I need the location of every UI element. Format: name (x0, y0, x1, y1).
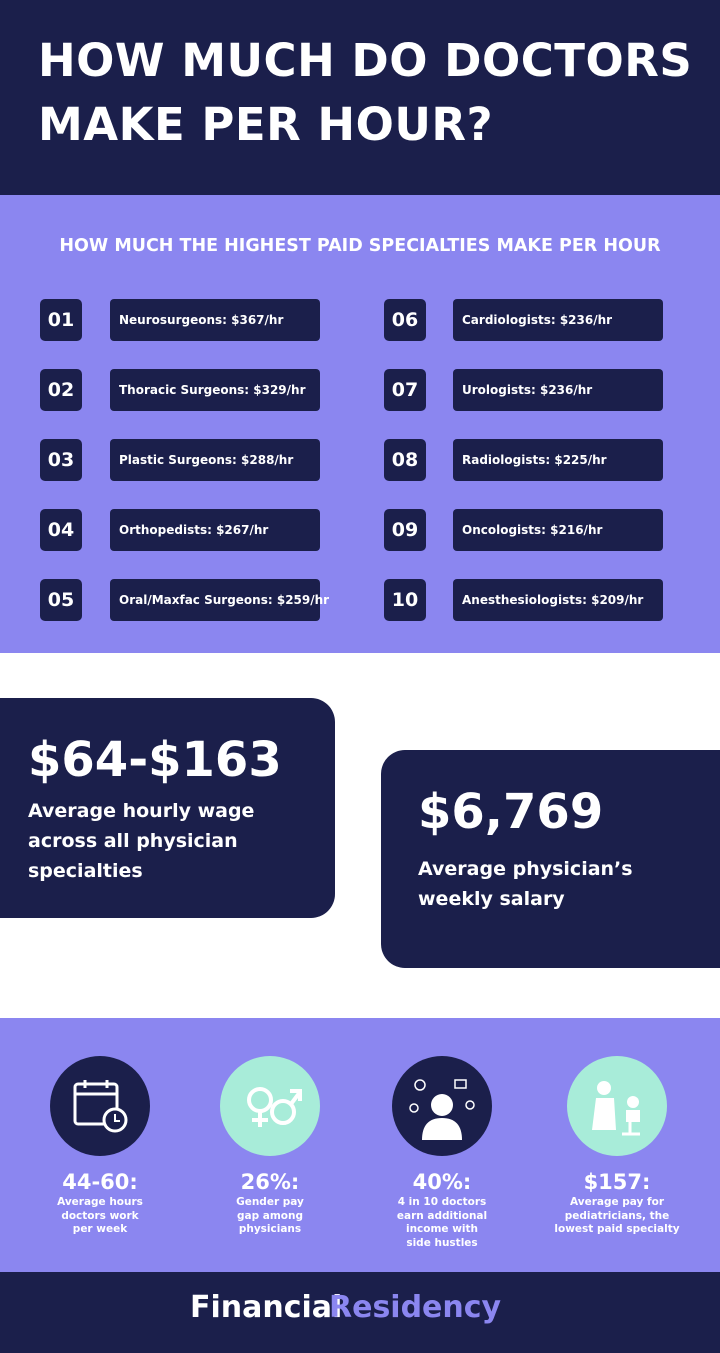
stat-text: income with (405, 1223, 479, 1235)
card-text: Average physician’s (418, 858, 633, 880)
brand-first: Financial (190, 1290, 343, 1325)
stat-text: Gender pay (236, 1196, 304, 1208)
stat-text: 4 in 10 doctors (397, 1196, 487, 1208)
stat-text: side hustles (406, 1236, 478, 1249)
card-text: specialties (28, 860, 143, 882)
brand-second: Residency (329, 1290, 502, 1325)
stat-text: lowest paid specialty (554, 1223, 680, 1235)
stat-text: earn additional (396, 1209, 488, 1222)
card-text: across all physician (28, 830, 238, 852)
section-subtitle: HOW MUCH THE HIGHEST PAID SPECIALTIES MA… (59, 236, 661, 256)
card-value: $64-$163 (28, 732, 282, 788)
stat-card (381, 750, 720, 968)
stat-value: $157: (583, 1170, 651, 1194)
card-text: weekly salary (418, 888, 565, 910)
card-text: Average hourly wage (28, 800, 255, 822)
title-line: HOW MUCH DO DOCTORS (38, 34, 693, 87)
stat-value: 44-60: (62, 1170, 138, 1194)
side-hustle-icon (392, 1056, 492, 1156)
card-value: $6,769 (418, 784, 604, 840)
stat-text: per week (72, 1223, 128, 1235)
rank-badge: 04 (40, 509, 82, 551)
header (0, 0, 720, 195)
specialty-label: Urologists: $236/hr (453, 369, 663, 411)
specialties-section (0, 195, 720, 653)
specialty-label: Cardiologists: $236/hr (453, 299, 663, 341)
stat-text: gap among (236, 1209, 303, 1222)
stat-text: Average hours (57, 1196, 143, 1208)
stat-text: pediatricians, the (564, 1209, 670, 1222)
stat-text: doctors work (61, 1209, 139, 1222)
footer (0, 1272, 720, 1353)
stat-text: Average pay for (569, 1196, 664, 1208)
rank-badge: 01 (40, 299, 82, 341)
specialty-label: Anesthesiologists: $209/hr (453, 579, 663, 621)
stat-text: physicians (238, 1223, 302, 1235)
rank-badge: 05 (40, 579, 82, 621)
calendar-icon (50, 1056, 150, 1156)
stat-card (0, 698, 335, 918)
specialty-label: Neurosurgeons: $367/hr (110, 299, 320, 341)
rank-badge: 10 (384, 579, 426, 621)
gender-icon (220, 1056, 320, 1156)
specialty-label: Oncologists: $216/hr (453, 509, 663, 551)
rank-badge: 07 (384, 369, 426, 411)
specialty-label: Thoracic Surgeons: $329/hr (110, 369, 320, 411)
rank-badge: 06 (384, 299, 426, 341)
rank-badge: 08 (384, 439, 426, 481)
pediatrician-icon (567, 1056, 667, 1156)
stat-value: 40%: (412, 1170, 472, 1194)
specialty-label: Plastic Surgeons: $288/hr (110, 439, 320, 481)
specialty-label: Orthopedists: $267/hr (110, 509, 320, 551)
title-line: MAKE PER HOUR? (38, 98, 494, 151)
rank-badge: 02 (40, 369, 82, 411)
rank-badge: 03 (40, 439, 82, 481)
rank-badge: 09 (384, 509, 426, 551)
stat-value: 26%: (240, 1170, 300, 1194)
specialty-label: Radiologists: $225/hr (453, 439, 663, 481)
specialty-label: Oral/Maxfac Surgeons: $259/hr (110, 579, 329, 621)
